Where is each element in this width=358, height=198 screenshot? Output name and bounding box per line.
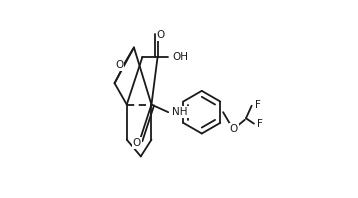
Text: O: O (230, 124, 238, 134)
Text: OH: OH (173, 52, 189, 62)
Text: F: F (255, 100, 261, 109)
Text: O: O (156, 30, 165, 40)
Text: NH: NH (173, 107, 188, 117)
Text: F: F (257, 119, 263, 129)
Text: O: O (133, 138, 141, 148)
Text: O: O (115, 60, 124, 70)
